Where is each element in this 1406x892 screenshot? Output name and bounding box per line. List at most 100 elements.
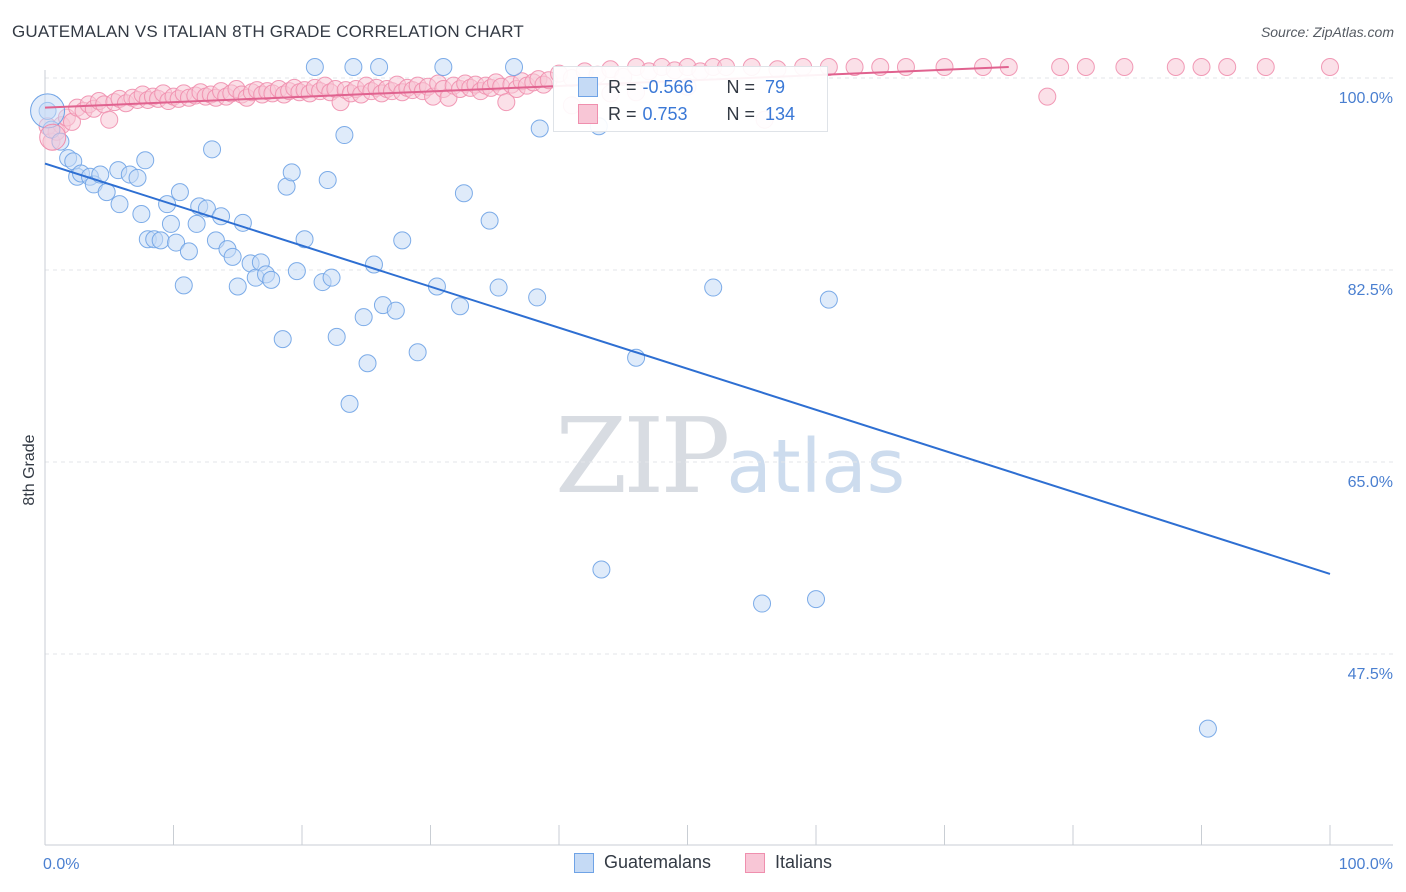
point-guatemalans [262, 270, 281, 289]
point-italians [1051, 58, 1070, 77]
legend-item-guatemalans[interactable]: Guatemalans [573, 852, 711, 873]
point-guatemalans [354, 308, 373, 327]
point-guatemalans [322, 268, 341, 287]
point-guatemalans [528, 288, 547, 307]
point-guatemalans [1198, 719, 1217, 738]
point-guatemalans [386, 301, 405, 320]
point-guatemalans-large [30, 93, 66, 129]
n-value: 134 [765, 103, 796, 124]
point-guatemalans [451, 297, 470, 316]
point-guatemalans [318, 171, 337, 190]
legend-label-guatemalans: Guatemalans [603, 852, 711, 872]
legend-row-italians: R = 0.753 N = 134 [578, 102, 795, 126]
point-guatemalans [287, 262, 306, 281]
point-guatemalans [393, 231, 412, 250]
point-guatemalans [233, 213, 252, 232]
point-italians [896, 58, 915, 77]
point-italians [1166, 58, 1185, 77]
point-guatemalans [151, 231, 170, 250]
point-guatemalans [592, 560, 611, 579]
point-guatemalans [819, 290, 838, 309]
point-guatemalans [454, 184, 473, 203]
point-italians [1076, 58, 1095, 77]
point-guatemalans [358, 354, 377, 373]
point-italians-large [39, 123, 67, 151]
point-guatemalans [179, 242, 198, 261]
trend-line-italians [44, 66, 1009, 109]
point-guatemalans [370, 58, 389, 77]
correlation-legend: R = -0.566 N = 79 R = 0.753 N = 134 [553, 66, 828, 132]
watermark-zip: ZIP [555, 395, 730, 517]
point-guatemalans [340, 394, 359, 413]
point-guatemalans [170, 183, 189, 202]
r-value: 0.753 [642, 103, 688, 124]
legend-swatch-italians [578, 104, 598, 124]
point-italians [100, 110, 119, 129]
point-guatemalans [223, 247, 242, 266]
point-guatemalans [364, 255, 383, 274]
r-label: R = [608, 103, 637, 124]
point-guatemalans [408, 343, 427, 362]
point-italians [1192, 58, 1211, 77]
point-guatemalans [167, 233, 186, 252]
point-guatemalans [203, 140, 222, 159]
point-guatemalans [344, 58, 363, 77]
y-tick-label: 82.5% [1348, 282, 1393, 299]
point-guatemalans [228, 277, 247, 296]
point-italians [1115, 58, 1134, 77]
point-guatemalans [530, 119, 549, 138]
watermark: ZIPatlas [555, 395, 905, 517]
x-tick-label-max: 100.0% [1339, 856, 1393, 873]
point-guatemalans [158, 195, 177, 214]
series-legend: Guatemalans Italians [0, 852, 1406, 873]
point-guatemalans [136, 151, 155, 170]
point-italians [1256, 58, 1275, 77]
trend-line-guatemalans [44, 162, 1331, 575]
y-tick-label: 100.0% [1339, 90, 1393, 107]
n-value: 79 [765, 76, 786, 97]
point-guatemalans [128, 168, 147, 187]
x-tick-label-min: 0.0% [43, 856, 79, 873]
point-guatemalans [489, 278, 508, 297]
n-label: N = [726, 76, 756, 97]
legend-item-italians[interactable]: Italians [745, 852, 832, 873]
point-italians [1218, 58, 1237, 77]
point-guatemalans [753, 594, 772, 613]
chart-title: GUATEMALAN VS ITALIAN 8TH GRADE CORRELAT… [12, 22, 525, 41]
point-guatemalans [282, 163, 301, 182]
legend-swatch-italians [745, 852, 765, 873]
point-guatemalans [174, 276, 193, 295]
point-italians [1321, 58, 1339, 77]
point-guatemalans [132, 205, 151, 224]
point-guatemalans [187, 214, 206, 233]
point-guatemalans [434, 58, 453, 77]
point-guatemalans [197, 199, 216, 218]
point-guatemalans [704, 278, 723, 297]
r-label: R = [608, 76, 637, 97]
point-guatemalans [505, 58, 524, 77]
point-guatemalans [295, 230, 314, 249]
legend-label-italians: Italians [775, 852, 833, 872]
point-guatemalans [327, 327, 346, 346]
legend-row-guatemalans: R = -0.566 N = 79 [578, 75, 785, 99]
point-italians [845, 58, 864, 77]
r-value: -0.566 [642, 76, 694, 97]
point-guatemalans [91, 165, 110, 184]
point-guatemalans [161, 214, 180, 233]
point-italians [1038, 87, 1057, 106]
n-label: N = [726, 103, 756, 124]
point-guatemalans [807, 590, 825, 609]
point-guatemalans [335, 126, 354, 145]
legend-swatch-guatemalans [573, 852, 594, 873]
watermark-atlas: atlas [726, 424, 906, 510]
point-guatemalans [110, 195, 129, 214]
y-tick-label: 65.0% [1348, 474, 1393, 491]
point-italians [497, 93, 516, 112]
point-guatemalans [273, 330, 292, 349]
legend-swatch-guatemalans [578, 77, 598, 97]
point-italians [935, 58, 954, 77]
source-note: Source: ZipAtlas.com [1260, 24, 1394, 40]
point-guatemalans [305, 58, 324, 77]
y-tick-label: 47.5% [1348, 666, 1393, 683]
